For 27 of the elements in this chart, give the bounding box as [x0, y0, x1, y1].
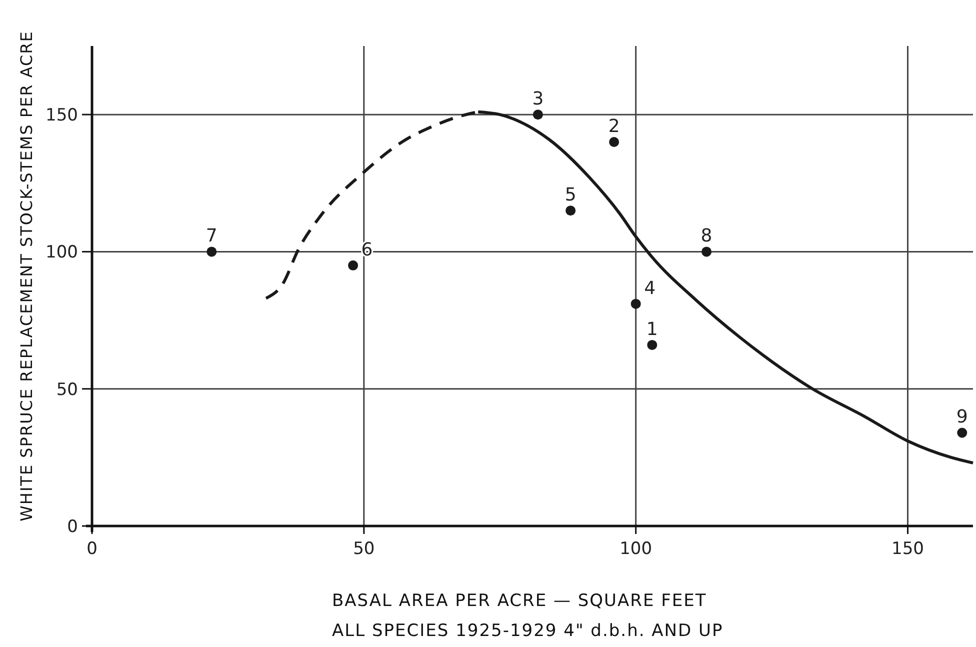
point: [630, 298, 641, 309]
y-tick-label: 0: [67, 516, 78, 537]
annotation: 8: [700, 226, 712, 247]
x-tick-label: 50: [353, 539, 375, 559]
point: [647, 340, 658, 350]
point: [348, 260, 358, 270]
y-tick-label: 50: [56, 380, 78, 400]
point: [702, 246, 712, 257]
point: [206, 246, 217, 257]
point: [957, 428, 968, 438]
annotation: 5: [564, 184, 576, 206]
annotation: 2: [608, 116, 620, 137]
y-tick-label: 150: [46, 106, 78, 126]
annotation: 4: [644, 278, 656, 299]
annotation: 9: [956, 406, 968, 428]
y-tick-label: 100: [46, 242, 78, 263]
annotation: 3: [532, 88, 544, 110]
x-tick-label: 150: [892, 539, 924, 559]
y-axis-title: WHITE SPRUCE REPLACEMENT STOCK-STEMS PER ACRE: [17, 30, 36, 522]
point: [566, 206, 576, 216]
annotation: 1: [646, 318, 658, 340]
x-tick-label: 0: [86, 539, 98, 559]
annotation: 7: [206, 226, 218, 247]
point: [532, 110, 543, 120]
x-axis-title: BASAL AREA PER ACRE — SQUARE FEET ALL SPECIES 1925-1929 4" d.b.h. AND UP: [332, 591, 724, 641]
x-tick-label: 100: [620, 539, 652, 559]
point: [609, 137, 620, 147]
